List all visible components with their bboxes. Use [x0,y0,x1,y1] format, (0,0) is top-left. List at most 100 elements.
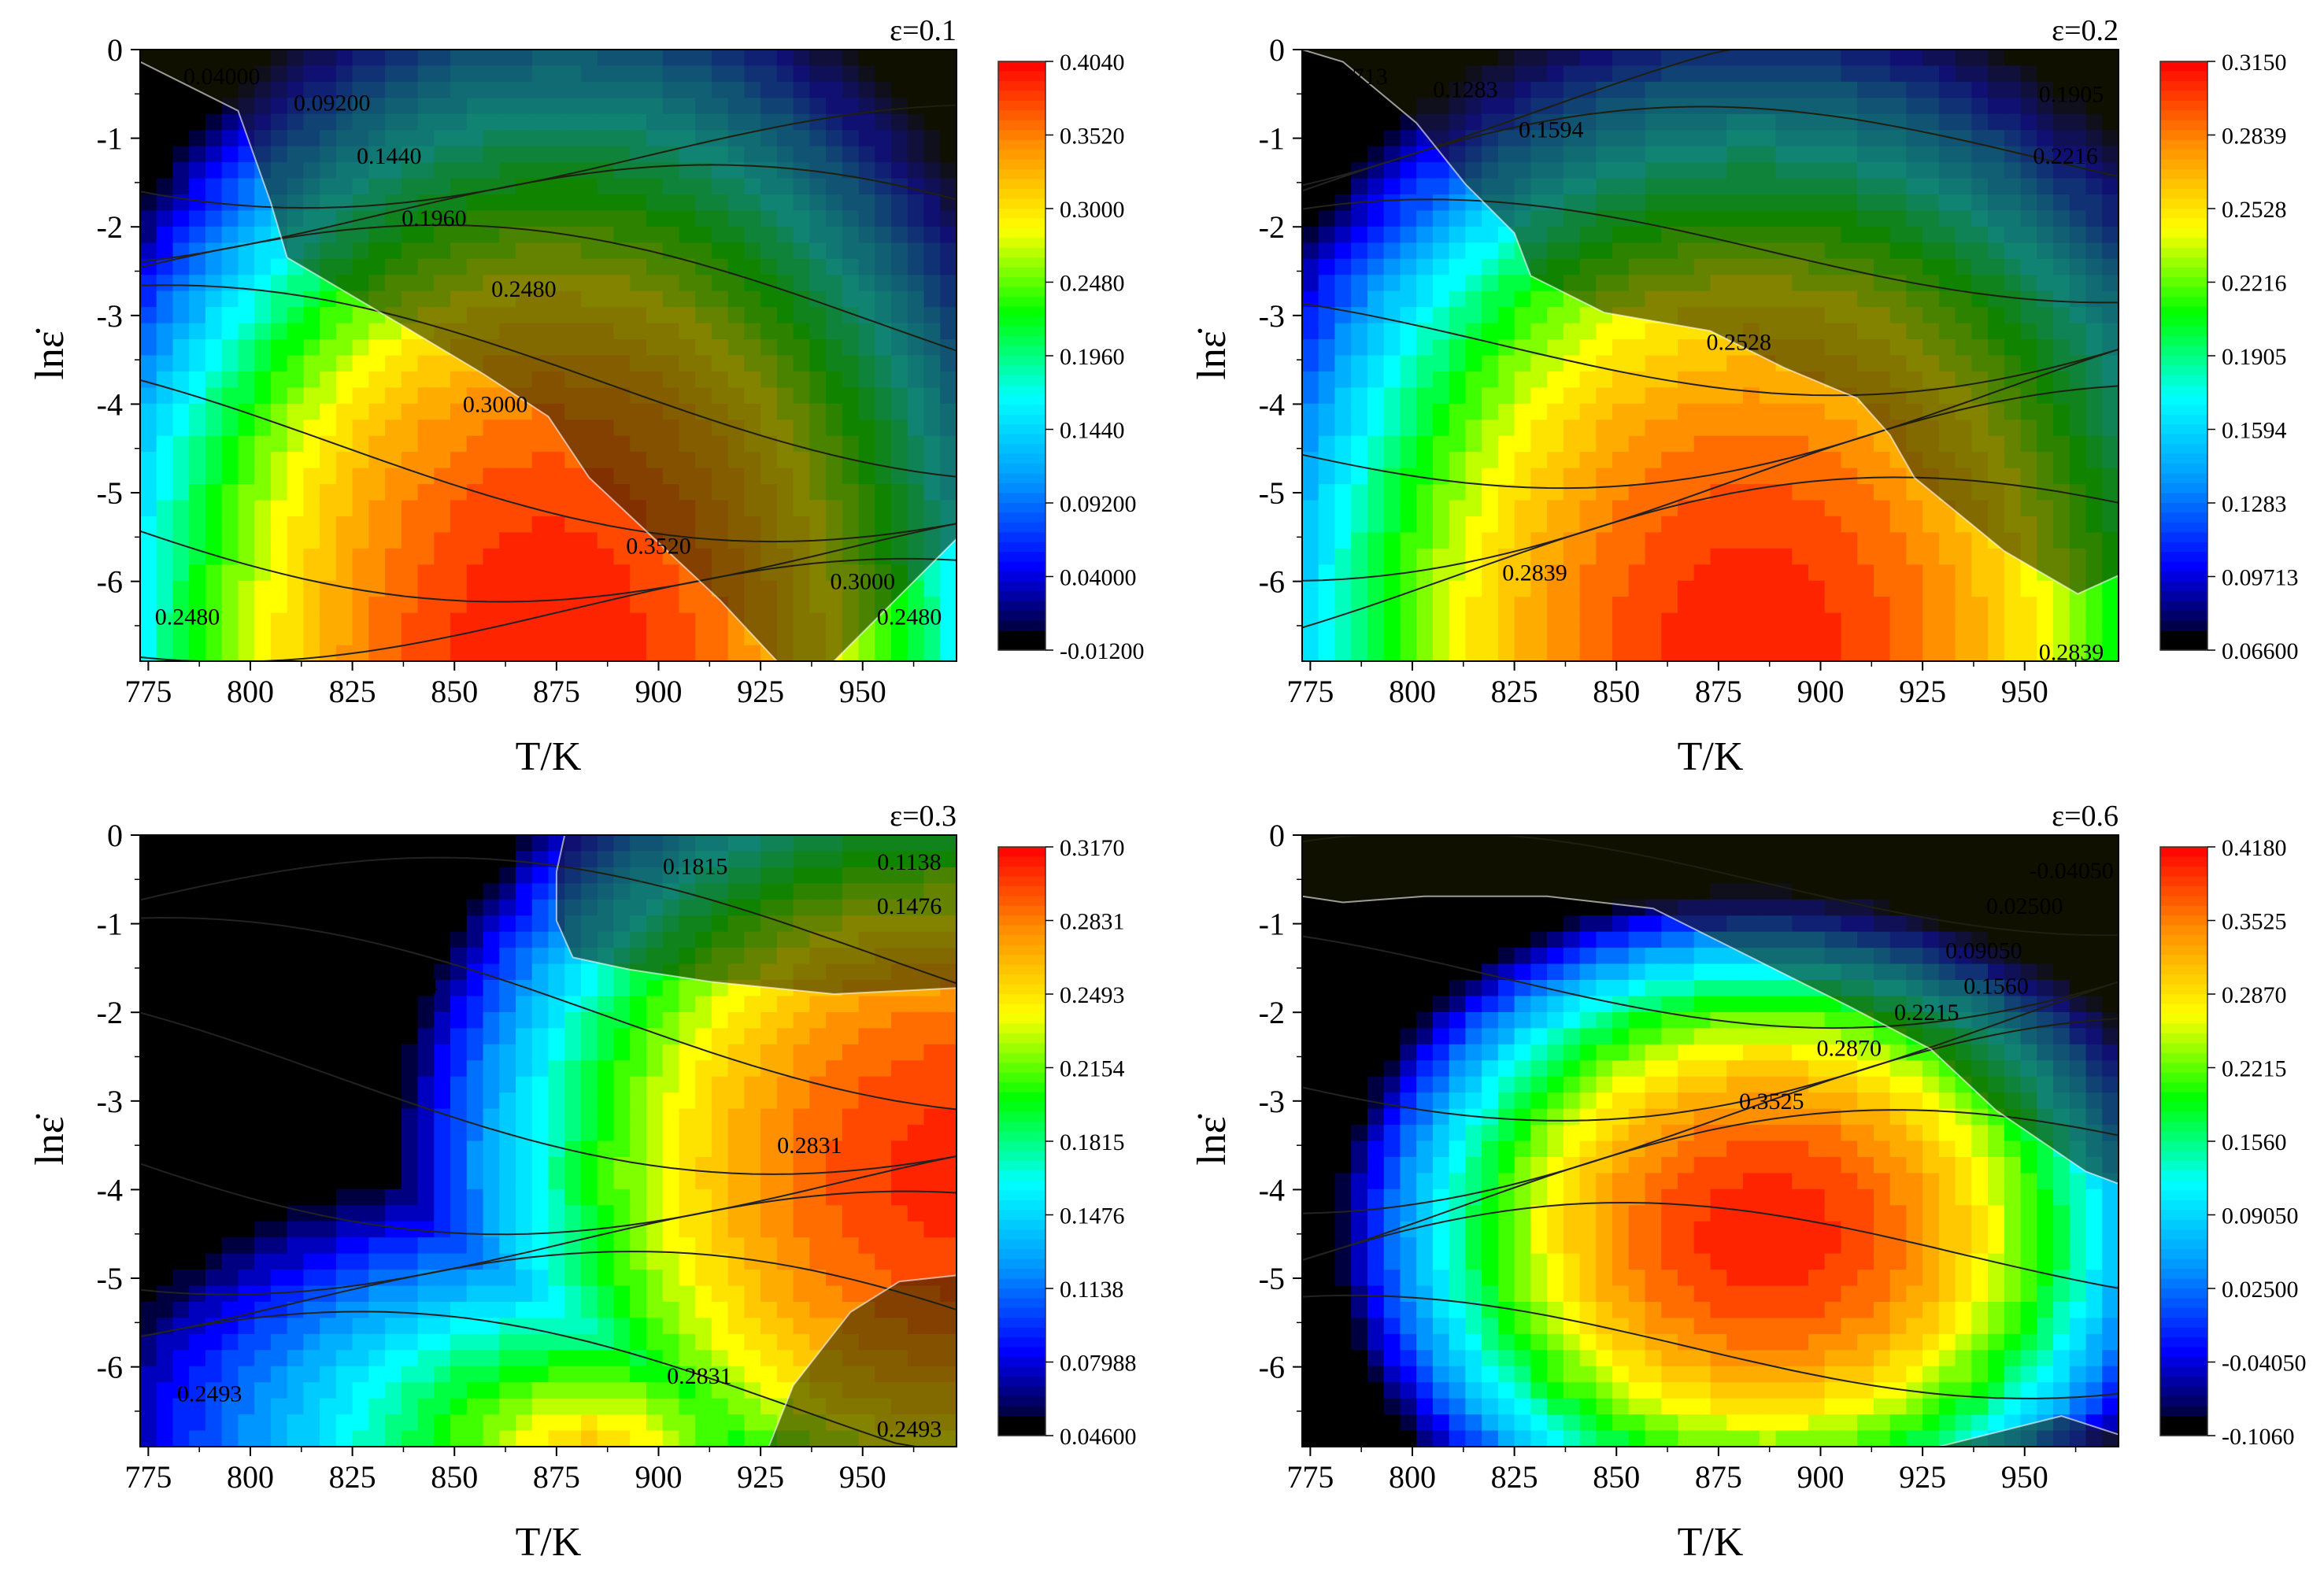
colorbar-band [998,434,1045,445]
heat-cell [1988,597,2005,613]
colorbar-band [2160,238,2207,248]
colorbar-band [998,307,1045,317]
heat-cell [368,549,386,565]
heat-cell [1400,162,1417,179]
heat-cell [385,468,402,485]
heat-cell [630,629,647,645]
heat-cell [1596,371,1613,388]
heat-cell [483,549,501,565]
heat-cell [581,484,598,501]
heat-cell [222,1125,239,1141]
heat-cell [1302,98,1319,114]
heat-cell [189,114,206,131]
heat-cell [1498,387,1515,404]
heat-cell [320,1237,337,1254]
heat-cell [271,883,288,900]
heat-cell [222,1060,239,1077]
heat-cell [1629,468,1646,485]
colorbar-band [2160,257,2207,268]
heat-cell [1319,468,1336,485]
heat-cell [1547,291,1564,308]
heat-cell [287,980,305,996]
heat-cell [1498,323,1515,340]
contour-label: 0.1283 [1433,77,1498,103]
heat-cell [564,613,582,630]
y-axis-label: lnε̇ [1190,328,1234,379]
heat-cell [1367,501,1385,517]
heat-cell [189,404,206,420]
heat-cell [368,1414,386,1431]
heat-cell [402,420,419,436]
heat-cell [1400,452,1417,468]
heat-cell [1825,404,1842,420]
heat-cell [287,1028,305,1044]
heat-cell [205,1350,223,1366]
heat-cell [483,948,501,964]
heat-cell [1694,629,1712,645]
heat-cell [1547,597,1564,613]
heat-cell [385,532,402,549]
heat-cell [385,484,402,501]
heat-cell [1449,339,1467,356]
heat-cell [336,1270,353,1286]
heat-cell [434,1237,451,1254]
heat-cell [303,964,320,981]
heat-cell [222,162,239,179]
heat-cell [1956,549,1973,565]
heat-cell [1547,307,1564,323]
heat-cell [1515,275,1532,291]
heat-cell [1319,629,1336,645]
heat-cell [1711,516,1728,533]
heat-cell [238,581,255,597]
heat-cell [222,932,239,948]
heat-cell [1400,356,1417,372]
heat-cell [1906,629,1923,645]
heat-cell [271,1414,288,1431]
heat-cell [434,484,451,501]
heat-cell [450,867,468,884]
heat-cell [1874,549,1891,565]
heat-cell [467,1286,484,1303]
heat-cell [1661,613,1678,630]
colorbar-band [998,346,1045,357]
heat-cell [1760,597,1777,613]
heat-cell [238,613,255,630]
heat-cell [238,900,255,916]
heat-cell [1367,323,1385,340]
heat-cell [303,1399,320,1415]
heat-cell [1874,532,1891,549]
heat-cell [1971,597,1989,613]
heat-cell [1726,613,1744,630]
heat-cell [1775,597,1793,613]
heat-cell [483,835,501,852]
heat-cell [450,835,468,852]
heat-cell [402,387,419,404]
heat-cell [1775,549,1793,565]
heat-cell [532,484,550,501]
heat-cell [499,1157,516,1174]
heat-cell [450,851,468,867]
heat-cell [254,597,272,613]
heat-cell [368,867,386,884]
colorbar-tick-label: 0.3520 [1060,124,1125,150]
colorbar-band [998,591,1045,601]
heat-cell [1612,356,1630,372]
heat-cell [1629,420,1646,436]
heat-cell [238,227,255,243]
heat-cell [222,275,239,291]
heat-cell [1302,162,1319,179]
heat-cell [1416,194,1434,211]
heat-cell [1400,259,1417,275]
heat-cell [1465,356,1482,372]
heat-cell [368,387,386,404]
heat-cell [238,597,255,613]
heat-cell [499,1077,516,1093]
heat-cell [353,915,370,932]
heat-cell [2004,564,2022,581]
heat-cell [1547,371,1564,388]
colorbar-tick-label: 0.2528 [2222,197,2287,223]
heat-cell [320,1125,337,1141]
heat-cell [222,564,239,581]
heat-cell [483,932,501,948]
heat-cell [695,645,712,662]
